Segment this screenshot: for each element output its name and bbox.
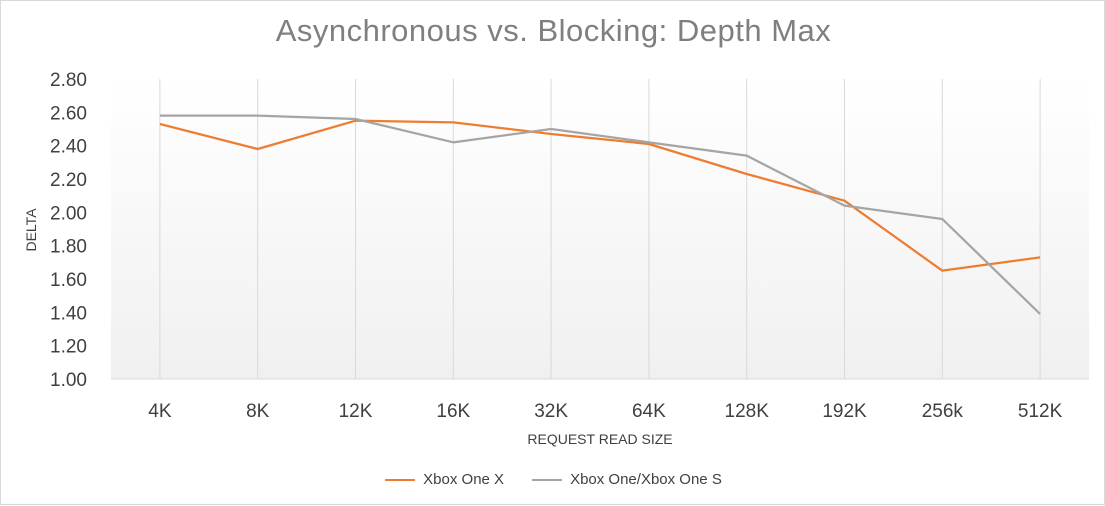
series-line: [159, 119, 1041, 272]
x-tick-label: 192K: [822, 401, 867, 422]
legend-item-xbox-one-x[interactable]: Xbox One X: [385, 471, 504, 488]
series-line: [159, 114, 1041, 315]
y-tick-label: 2.40: [50, 137, 87, 158]
x-tick-label: 128K: [725, 401, 770, 422]
data-point: [843, 204, 846, 207]
x-axis-ticks: 4K 8K 12K 16K 32K 64K 128K 192K 256k 512K: [148, 401, 1062, 422]
data-point: [647, 141, 650, 144]
x-tick-label: 16K: [436, 401, 470, 422]
series-layer: [158, 114, 1042, 316]
x-tick-label: 64K: [632, 401, 666, 422]
data-point: [745, 154, 748, 157]
x-tick-label: 256k: [922, 401, 964, 422]
legend-swatch: [532, 478, 563, 481]
legend-label: Xbox One X: [423, 471, 505, 488]
y-tick-label: 1.60: [50, 270, 87, 291]
y-tick-label: 2.20: [50, 170, 87, 191]
data-point: [745, 173, 748, 176]
y-tick-label: 1.80: [50, 237, 87, 258]
x-tick-label: 8K: [246, 401, 270, 422]
x-tick-label: 12K: [339, 401, 373, 422]
y-axis-ticks: 1.00 1.20 1.40 1.60 1.80 2.00 2.20 2.40 2.60 2.80: [50, 70, 87, 391]
data-point: [158, 114, 161, 117]
legend-swatch: [385, 478, 416, 481]
data-point: [158, 123, 161, 126]
data-point: [1039, 313, 1042, 316]
x-tick-label: 512K: [1018, 401, 1063, 422]
y-axis-label: DELTA: [23, 208, 39, 252]
plot-area: [111, 79, 1089, 379]
legend-label: Xbox One/Xbox One S: [570, 471, 722, 488]
data-point: [452, 141, 455, 144]
y-tick-label: 2.80: [50, 70, 87, 91]
data-point: [941, 218, 944, 221]
data-point: [354, 118, 357, 121]
data-point: [550, 128, 553, 131]
y-tick-label: 1.00: [50, 370, 87, 391]
legend-item-xbox-one-s[interactable]: Xbox One/Xbox One S: [532, 471, 722, 488]
data-point: [256, 148, 259, 151]
legend: Xbox One X Xbox One/Xbox One S: [1, 471, 1105, 488]
x-tick-label: 4K: [148, 401, 172, 422]
x-tick-label: 32K: [534, 401, 568, 422]
data-point: [1039, 256, 1042, 259]
chart-title: Asynchronous vs. Blocking: Depth Max: [275, 13, 832, 48]
data-point: [256, 114, 259, 117]
data-point: [452, 121, 455, 124]
y-tick-label: 1.20: [50, 337, 87, 358]
data-point: [550, 133, 553, 136]
y-tick-label: 2.60: [50, 103, 87, 124]
y-tick-label: 2.00: [50, 203, 87, 224]
x-axis-label: REQUEST READ SIZE: [527, 431, 672, 447]
y-tick-label: 1.40: [50, 303, 87, 324]
data-point: [941, 269, 944, 272]
data-point: [843, 199, 846, 202]
